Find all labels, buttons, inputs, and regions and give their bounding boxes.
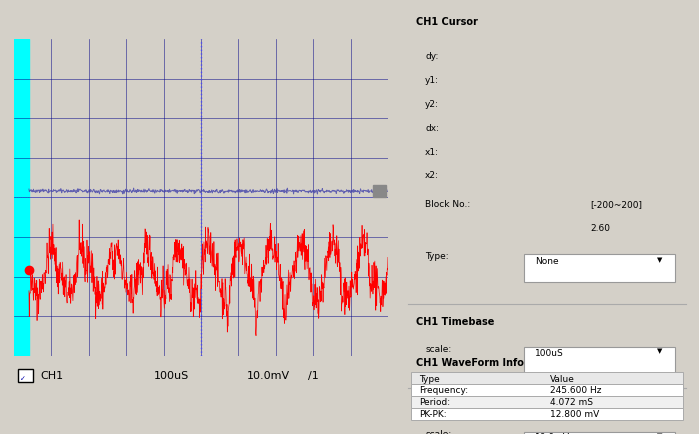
- Text: CH1: CH1: [40, 372, 64, 381]
- Bar: [373, 185, 386, 197]
- Text: Type: Type: [419, 375, 440, 384]
- FancyBboxPatch shape: [524, 347, 675, 375]
- Text: ▼: ▼: [657, 433, 663, 434]
- Bar: [410, 372, 684, 384]
- Text: [-200~200]: [-200~200]: [591, 200, 642, 209]
- Text: 2.60: 2.60: [591, 224, 610, 233]
- Text: 4.072 mS: 4.072 mS: [550, 398, 593, 407]
- Text: 245.600 Hz: 245.600 Hz: [550, 386, 601, 395]
- Text: 100uS: 100uS: [535, 349, 564, 358]
- Bar: [410, 384, 684, 396]
- Bar: [17, 369, 33, 382]
- Text: ✓: ✓: [20, 376, 25, 382]
- Text: x2:: x2:: [425, 171, 439, 181]
- Text: scale:: scale:: [425, 430, 452, 434]
- Text: 100uS: 100uS: [153, 372, 189, 381]
- Text: dy:: dy:: [425, 52, 438, 61]
- Text: 10.0mV: 10.0mV: [247, 372, 290, 381]
- Text: PK-PK:: PK-PK:: [419, 410, 447, 419]
- Bar: [410, 396, 684, 408]
- Text: CH1 WaveForm Info: CH1 WaveForm Info: [417, 358, 524, 368]
- Text: 12.800 mV: 12.800 mV: [550, 410, 599, 419]
- Text: CH1 Cursor: CH1 Cursor: [417, 17, 478, 27]
- Text: ▼: ▼: [657, 257, 663, 263]
- Text: Type:: Type:: [425, 252, 449, 261]
- Text: y2:: y2:: [425, 100, 439, 109]
- Text: x1:: x1:: [425, 148, 439, 157]
- Text: CH1 Timebase: CH1 Timebase: [417, 317, 495, 327]
- FancyBboxPatch shape: [524, 254, 675, 282]
- Text: Period:: Period:: [419, 398, 450, 407]
- Text: 10.0mV: 10.0mV: [535, 433, 570, 434]
- Text: Frequency:: Frequency:: [419, 386, 468, 395]
- Text: CH1 Voltage: CH1 Voltage: [417, 401, 484, 411]
- Bar: [14, 39, 29, 356]
- Text: Value: Value: [550, 375, 575, 384]
- Text: scale:: scale:: [425, 345, 452, 354]
- Text: y1:: y1:: [425, 76, 439, 85]
- Text: None: None: [535, 257, 559, 266]
- Text: Block No.:: Block No.:: [425, 200, 470, 209]
- Bar: [410, 408, 684, 420]
- Text: ▼: ▼: [657, 349, 663, 355]
- FancyBboxPatch shape: [524, 432, 675, 434]
- Text: /1: /1: [308, 372, 319, 381]
- Text: dx:: dx:: [425, 124, 439, 133]
